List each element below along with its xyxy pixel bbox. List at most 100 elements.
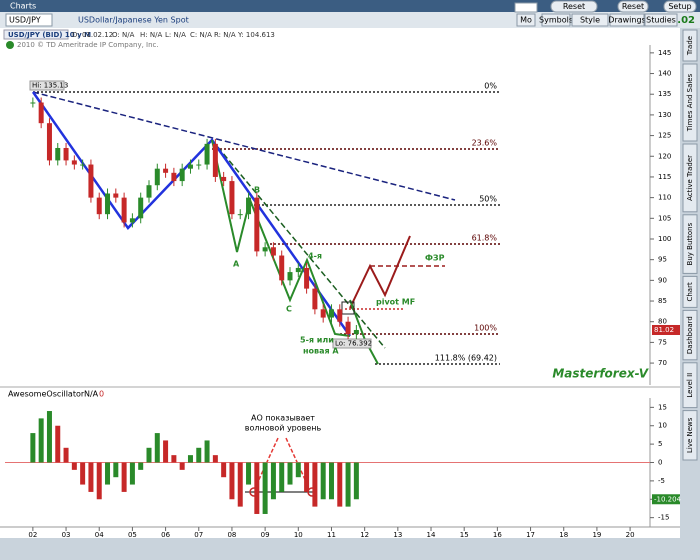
ao-bar [138, 462, 144, 470]
side-tab[interactable] [682, 309, 698, 361]
ao-bar [121, 462, 127, 492]
y-tick-label: 145 [658, 49, 671, 57]
ao-bar [196, 447, 202, 463]
side-tab[interactable] [682, 214, 698, 274]
candle [88, 164, 94, 198]
hi-tag [29, 80, 65, 91]
button[interactable] [541, 13, 571, 27]
x-tick-label: 06 [161, 531, 170, 539]
button-label: Reset [622, 2, 644, 11]
candle [304, 267, 310, 289]
symbol-box[interactable] [5, 13, 53, 27]
side-tab[interactable] [682, 275, 698, 308]
study-params: N/A [84, 390, 99, 399]
window-title: Charts [10, 2, 36, 11]
y-tick-label: 105 [658, 214, 671, 222]
info-field: C: N/A [190, 31, 212, 39]
last-label: -10.204 [654, 495, 682, 503]
ao-bar [38, 418, 44, 463]
ao-bar [163, 440, 169, 463]
candle [328, 309, 334, 318]
y-tick-label: 70 [658, 359, 667, 367]
side-tab-label: Buy Buttons [686, 222, 694, 265]
pivot-label: pivot MF [376, 298, 415, 307]
x-tick-label: 04 [95, 531, 104, 539]
ao-bar [295, 462, 301, 478]
x-tick-label: 18 [559, 531, 568, 539]
candle [38, 102, 44, 124]
ao-bar [63, 447, 69, 463]
y-tick-label: 135 [658, 90, 671, 98]
wave-label: новая А [303, 347, 339, 356]
x-tick-label: 05 [128, 531, 137, 539]
candle [46, 123, 52, 161]
y-tick-label: 5 [658, 440, 662, 448]
fib-label: 0% [484, 82, 497, 91]
side-tab[interactable] [682, 410, 698, 461]
button[interactable] [550, 0, 598, 13]
candle [353, 329, 359, 335]
ao-bar [262, 462, 268, 514]
wave-label: C [286, 305, 292, 314]
trend-line [211, 139, 386, 349]
x-tick-label: 19 [592, 531, 601, 539]
pivot-box [341, 301, 355, 315]
field[interactable] [514, 2, 538, 13]
x-tick-label: 13 [393, 531, 402, 539]
study-name: AwesomeOscillator [8, 390, 85, 399]
x-tick-label: 17 [526, 531, 535, 539]
fib-label: 100% [474, 324, 497, 333]
side-tab[interactable] [682, 362, 698, 409]
x-tick-label: 08 [227, 531, 236, 539]
candle [345, 321, 351, 335]
ao-bar [129, 462, 135, 485]
x-tick-label: 11 [327, 531, 336, 539]
side-tab-label: Chart [686, 282, 694, 301]
info-field: Y: 104.613 [237, 31, 275, 39]
y-tick-label: 130 [658, 111, 671, 119]
button[interactable] [644, 13, 678, 27]
candle [295, 267, 301, 273]
candle [312, 288, 318, 310]
button[interactable] [663, 0, 697, 13]
ao-bar [287, 462, 293, 485]
ao-bar [270, 462, 276, 500]
button-label: Setup [668, 2, 691, 11]
button-label: Reset [563, 2, 585, 11]
candle [237, 214, 243, 216]
candle [212, 143, 218, 177]
button[interactable] [617, 0, 649, 13]
mode[interactable] [516, 13, 536, 27]
side-tab[interactable] [682, 29, 698, 62]
candle [163, 168, 169, 173]
ao-bar [279, 462, 285, 492]
side-tab[interactable] [682, 143, 698, 213]
candle [105, 193, 111, 215]
ao-bar [55, 425, 61, 463]
side-tab-label: Dashboard [686, 316, 694, 354]
wave-label: A [233, 260, 240, 269]
info-field: O: N/A [112, 31, 135, 39]
y-tick-label: 95 [658, 256, 667, 264]
button-label: Style [580, 16, 600, 25]
ao-bar [96, 462, 102, 500]
x-tick-label: 09 [261, 531, 270, 539]
candle [270, 247, 276, 256]
candle [154, 168, 160, 186]
ao-bar [80, 462, 86, 485]
ao-bar [229, 462, 235, 500]
lo-label: Lo: 76.392 [335, 340, 372, 348]
candle [320, 309, 326, 318]
candle [254, 197, 260, 252]
candle [138, 197, 144, 219]
button[interactable] [609, 13, 645, 27]
candle [121, 197, 127, 223]
button[interactable] [571, 13, 609, 27]
ao-bar [105, 462, 111, 485]
button-label: Studies [646, 16, 676, 25]
y-tick-label: 90 [658, 276, 667, 284]
candle [337, 309, 343, 322]
ao-bar [320, 462, 326, 500]
side-tab[interactable] [682, 63, 698, 142]
